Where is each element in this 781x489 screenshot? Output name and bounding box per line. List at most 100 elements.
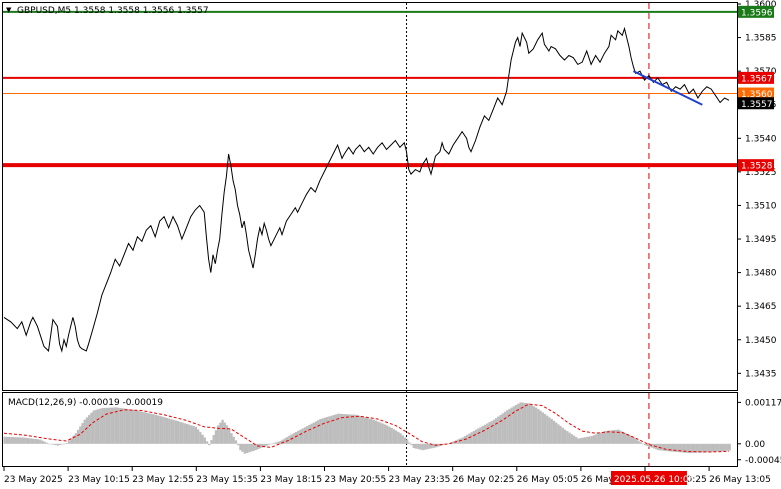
macd-bar: [156, 415, 160, 444]
macd-bar: [719, 443, 722, 452]
cursor-time-tag: 2025.05.26 10:05: [610, 471, 694, 485]
macd-bar: [479, 427, 482, 444]
macd-bar: [490, 420, 493, 444]
price-y-tick-label: 1.3465: [745, 302, 777, 312]
macd-bar: [176, 421, 180, 444]
macd-bar: [639, 442, 642, 444]
macd-panel-frame: [2, 392, 738, 467]
macd-bar: [319, 419, 322, 444]
macd-bar: [695, 443, 698, 453]
macd-bar: [684, 443, 687, 453]
macd-bar: [603, 431, 607, 444]
macd-bar: [630, 436, 633, 444]
macd-bar: [508, 408, 511, 444]
macd-bar: [559, 426, 562, 444]
x-tick-label: 23 May 12:55: [132, 475, 194, 485]
macd-bar: [34, 439, 37, 444]
macd-bar: [116, 407, 120, 444]
price-y-tick-label: 1.3525: [745, 168, 777, 178]
macd-bar: [586, 436, 589, 444]
macd-bar: [615, 429, 618, 444]
macd-bar: [717, 443, 720, 452]
macd-bar: [437, 443, 440, 447]
macd-bar: [74, 433, 77, 444]
macd-y-tick-label: -0.00045: [745, 456, 781, 466]
horizontal-levels: [3, 10, 737, 168]
macd-bar: [334, 414, 338, 444]
macd-bar: [461, 437, 464, 444]
macd-bar: [19, 437, 22, 444]
macd-bar: [154, 414, 158, 444]
macd-bar: [563, 429, 567, 444]
macd-bar: [532, 406, 536, 444]
macd-bar: [619, 430, 622, 444]
macd-bar: [14, 437, 17, 444]
macd-bar: [541, 412, 544, 444]
macd-bar: [592, 435, 596, 444]
macd-bar: [103, 407, 106, 444]
macd-bar: [110, 407, 113, 444]
level-tag-label: 1.3560: [741, 90, 773, 100]
macd-bar: [337, 413, 340, 444]
macd-bar: [245, 443, 249, 454]
macd-bar: [419, 443, 422, 450]
macd-bar: [372, 419, 375, 444]
macd-bar: [277, 441, 280, 444]
macd-bar: [21, 437, 24, 444]
level-tag-box: [738, 5, 774, 18]
current-price-label: 1.3557: [741, 100, 773, 110]
macd-bar: [377, 421, 380, 444]
macd-bar: [79, 426, 82, 444]
macd-bar: [468, 433, 471, 444]
macd-bar: [390, 427, 393, 444]
macd-bar: [12, 437, 15, 444]
macd-bar: [492, 419, 496, 444]
macd-bar: [374, 420, 378, 444]
vertical-markers: [406, 3, 650, 466]
level-tag-label: 1.3567: [741, 74, 773, 84]
macd-bar: [579, 438, 582, 444]
macd-bar: [359, 416, 362, 444]
macd-bar: [472, 430, 476, 444]
macd-bar: [530, 404, 533, 444]
macd-bar: [643, 443, 647, 446]
macd-bar: [561, 427, 565, 444]
macd-bar: [570, 434, 573, 444]
macd-bar: [519, 402, 522, 444]
macd-bar: [659, 443, 662, 451]
macd-bar: [664, 443, 667, 451]
macd-bar: [343, 414, 347, 444]
macd-bar: [517, 403, 520, 444]
price-y-tick-label: 1.3480: [745, 269, 777, 279]
macd-bar: [214, 430, 218, 444]
macd-bar: [423, 443, 427, 450]
macd-bar: [697, 443, 700, 453]
macd-bar: [548, 417, 551, 444]
macd-bar: [210, 440, 213, 444]
macd-bar: [212, 434, 215, 444]
macd-bar: [608, 430, 611, 444]
macd-bar: [626, 433, 629, 444]
macd-bar: [281, 439, 284, 444]
macd-bar: [321, 418, 324, 444]
macd-bar: [141, 411, 144, 444]
macd-bar: [43, 441, 46, 444]
macd-bar: [268, 443, 271, 445]
macd-bar: [163, 417, 166, 444]
macd-bar: [441, 443, 444, 446]
macd-bar: [557, 424, 560, 444]
macd-bar: [583, 437, 587, 444]
macd-bar: [25, 437, 29, 444]
macd-bar: [528, 403, 531, 444]
price-panel-frame: [2, 2, 738, 391]
macd-bar: [205, 441, 209, 444]
macd-bar: [552, 420, 556, 444]
macd-bar: [92, 410, 95, 444]
macd-bar: [710, 443, 714, 452]
price-y-tick-label: 1.3495: [745, 235, 777, 245]
macd-bar: [328, 416, 331, 444]
macd-bar: [421, 443, 424, 451]
chart-title: GBPUSD,M5 1.3558 1.3558 1.3556 1.3557: [17, 6, 209, 16]
macd-bar: [61, 443, 64, 445]
